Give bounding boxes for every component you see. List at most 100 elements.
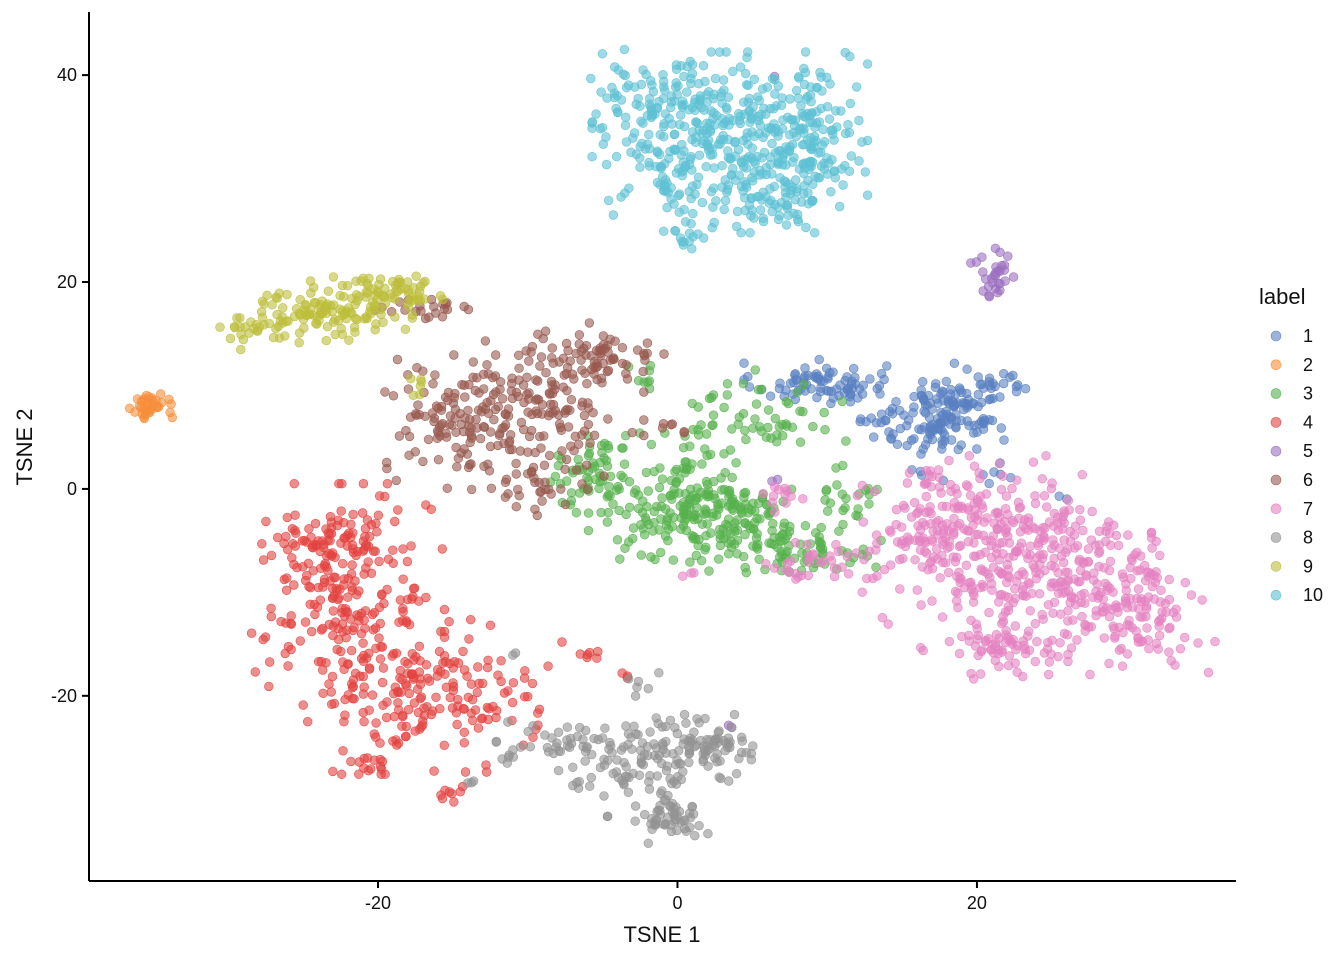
point-label-6 (523, 407, 533, 417)
point-label-4 (401, 679, 411, 689)
point-label-9 (379, 291, 389, 301)
point-label-8 (657, 722, 667, 732)
point-label-10 (612, 90, 622, 101)
point-label-5 (995, 285, 1005, 296)
point-label-3 (837, 396, 847, 407)
point-label-7 (1139, 560, 1150, 571)
point-label-10 (838, 180, 848, 190)
point-label-8 (597, 733, 608, 743)
point-label-3 (636, 550, 646, 560)
point-label-3 (639, 377, 649, 387)
point-label-10 (687, 244, 697, 254)
point-label-8 (666, 826, 677, 837)
point-label-4 (527, 678, 538, 689)
point-label-10 (620, 120, 631, 131)
point-label-4 (389, 711, 400, 722)
point-label-10 (664, 153, 674, 164)
point-label-6 (475, 433, 486, 444)
point-label-7 (1122, 649, 1133, 659)
point-label-6 (437, 419, 448, 429)
point-label-7 (1186, 590, 1197, 600)
point-label-1 (840, 375, 850, 386)
point-label-7 (831, 539, 841, 550)
point-label-10 (719, 204, 729, 215)
point-label-10 (658, 93, 669, 104)
point-label-8 (714, 726, 724, 736)
point-label-3 (624, 477, 635, 487)
point-label-5 (990, 243, 1001, 254)
point-label-3 (685, 557, 695, 567)
point-label-6 (522, 372, 532, 382)
point-label-7 (1055, 609, 1066, 619)
point-label-4 (273, 532, 283, 543)
point-label-7 (896, 522, 907, 532)
point-label-7 (1003, 564, 1014, 575)
point-label-8 (599, 754, 609, 764)
point-label-4 (393, 505, 403, 515)
point-label-10 (786, 185, 796, 196)
point-label-10 (743, 80, 753, 91)
point-label-4 (326, 517, 337, 527)
point-label-4 (369, 607, 380, 618)
point-label-4 (440, 656, 451, 667)
point-label-7 (1133, 633, 1144, 643)
point-label-8 (553, 765, 564, 776)
point-label-6 (403, 384, 414, 394)
point-label-3 (702, 519, 712, 529)
point-label-8 (580, 756, 590, 766)
point-label-4 (258, 634, 268, 645)
point-label-7 (902, 537, 912, 547)
point-label-7 (1049, 597, 1060, 607)
point-label-6 (459, 444, 469, 454)
point-label-7 (852, 490, 863, 501)
point-label-7 (1004, 651, 1015, 661)
point-label-7 (1015, 542, 1025, 552)
point-label-7 (1025, 606, 1035, 616)
point-label-8 (748, 741, 758, 751)
point-label-1 (924, 413, 935, 423)
point-label-7 (1047, 578, 1057, 588)
point-label-10 (791, 85, 802, 96)
point-label-10 (758, 213, 768, 224)
point-label-10 (844, 166, 855, 177)
point-label-10 (824, 158, 834, 168)
point-label-1 (936, 424, 946, 434)
point-label-1 (882, 361, 892, 371)
point-label-6 (435, 431, 445, 441)
point-label-4 (508, 678, 519, 688)
point-label-7 (872, 571, 882, 581)
point-label-3 (837, 489, 847, 499)
point-label-8 (698, 754, 708, 765)
point-label-3 (643, 486, 653, 496)
point-label-4 (406, 669, 417, 679)
point-label-10 (629, 128, 640, 138)
point-label-3 (815, 537, 825, 547)
point-label-8 (523, 726, 533, 737)
point-label-7 (975, 582, 985, 593)
point-label-5 (1003, 251, 1013, 261)
point-label-6 (547, 343, 557, 353)
point-label-4 (458, 646, 468, 657)
point-label-8 (553, 727, 564, 737)
x-tick-label: 0 (672, 893, 682, 913)
point-label-7 (1048, 521, 1059, 531)
point-label-4 (459, 665, 470, 675)
point-label-4 (261, 516, 271, 527)
point-label-7 (1080, 598, 1090, 608)
point-label-8 (654, 750, 665, 760)
point-label-4 (327, 671, 338, 682)
point-label-4 (449, 797, 459, 807)
point-label-10 (800, 47, 811, 57)
point-label-4 (339, 533, 349, 543)
point-label-6 (589, 430, 600, 440)
point-label-3 (651, 501, 662, 512)
point-label-7 (925, 466, 935, 476)
point-label-6 (466, 484, 477, 495)
point-label-6 (463, 405, 473, 416)
point-label-3 (738, 379, 749, 389)
point-label-7 (1011, 644, 1021, 655)
point-label-10 (811, 135, 821, 146)
point-label-7 (1124, 620, 1134, 631)
point-label-10 (851, 82, 862, 92)
